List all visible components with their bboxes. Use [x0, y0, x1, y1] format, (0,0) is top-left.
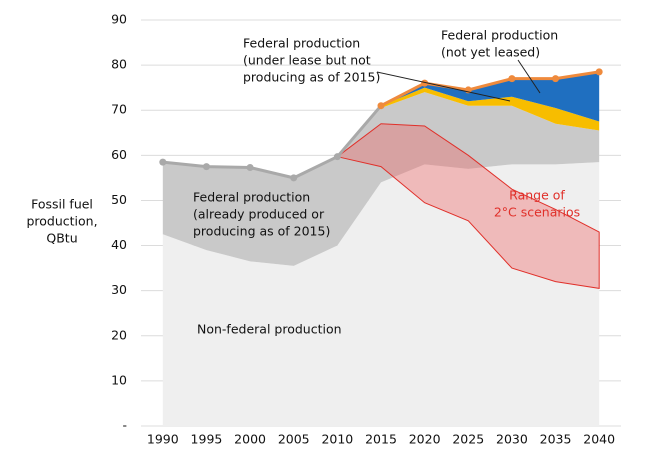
total-line: [162, 104, 383, 180]
total-point: [246, 164, 254, 172]
total-point: [552, 75, 560, 83]
total-point: [290, 174, 298, 182]
y-axis-label: Fossil fuel: [31, 197, 93, 212]
total-point: [421, 79, 429, 87]
y-axis-label: QBtu: [46, 231, 77, 246]
total-point: [159, 158, 167, 166]
annotation-arrow: [517, 59, 541, 94]
x-tick-label: 2020: [409, 432, 441, 447]
total-point: [508, 75, 516, 83]
range-area: [336, 123, 600, 289]
x-tick-label: 2040: [583, 432, 615, 447]
y-tick-label: 60: [111, 147, 127, 162]
total-line: [380, 70, 600, 108]
x-tick-label: 2025: [452, 432, 484, 447]
x-tick-label: 1990: [147, 432, 179, 447]
area: [381, 87, 600, 131]
annotation: Federal production: [243, 36, 360, 51]
total-point: [333, 153, 341, 161]
x-tick-label: 2000: [234, 432, 266, 447]
x-tick-label: 2030: [496, 432, 528, 447]
y-tick-label: 50: [111, 192, 127, 207]
annotation: 2°C scenarios: [494, 205, 580, 220]
y-tick-label: 30: [111, 282, 127, 297]
y-tick-label: -: [122, 418, 127, 433]
x-tick-label: 2015: [365, 432, 397, 447]
annotation: Range of: [509, 188, 565, 203]
x-tick-label: 2035: [540, 432, 572, 447]
total-point: [595, 68, 603, 76]
y-tick-label: 20: [111, 327, 127, 342]
y-tick-label: 90: [111, 12, 127, 27]
total-point: [377, 102, 385, 110]
annotation: Federal production: [193, 190, 310, 205]
annotation-arrow: [376, 71, 511, 102]
y-tick-label: 80: [111, 57, 127, 72]
annotation: (under lease but not: [243, 53, 371, 68]
annotation: Non-federal production: [197, 322, 342, 337]
x-tick-label: 1995: [191, 432, 223, 447]
y-tick-label: 10: [111, 372, 127, 387]
annotation: producing as of 2015): [193, 224, 330, 239]
y-tick-label: 40: [111, 237, 127, 252]
area: [162, 92, 600, 266]
y-tick-label: 70: [111, 102, 127, 117]
total-point: [202, 163, 210, 171]
x-tick-label: 2005: [278, 432, 310, 447]
annotation: producing as of 2015): [243, 70, 380, 85]
y-axis-label: production,: [26, 214, 97, 229]
annotation: (not yet leased): [441, 45, 540, 60]
annotation: Federal production: [441, 28, 558, 43]
area: [162, 162, 600, 426]
x-tick-label: 2010: [321, 432, 353, 447]
annotation: (already produced or: [193, 207, 325, 222]
